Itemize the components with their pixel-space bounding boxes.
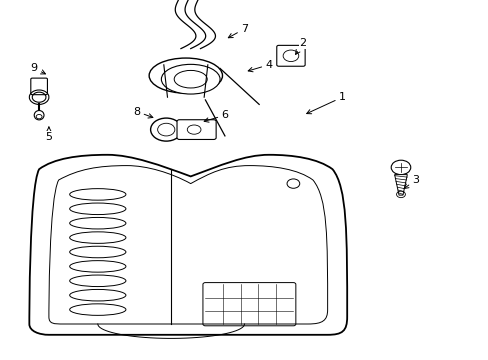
Text: 3: 3	[403, 175, 418, 189]
FancyBboxPatch shape	[31, 78, 47, 95]
Ellipse shape	[34, 111, 44, 120]
Ellipse shape	[149, 58, 222, 93]
FancyBboxPatch shape	[276, 45, 305, 66]
FancyBboxPatch shape	[177, 120, 216, 139]
PathPatch shape	[29, 155, 346, 335]
Text: 2: 2	[295, 38, 306, 54]
Ellipse shape	[161, 64, 220, 94]
Text: 1: 1	[306, 92, 345, 114]
Text: 6: 6	[204, 110, 228, 122]
Polygon shape	[394, 175, 407, 195]
Text: 9: 9	[31, 63, 45, 74]
Text: 5: 5	[45, 127, 52, 142]
Text: 4: 4	[248, 60, 272, 72]
Text: 8: 8	[133, 107, 153, 118]
Circle shape	[390, 160, 410, 175]
Text: 7: 7	[228, 24, 247, 38]
Circle shape	[150, 118, 182, 141]
